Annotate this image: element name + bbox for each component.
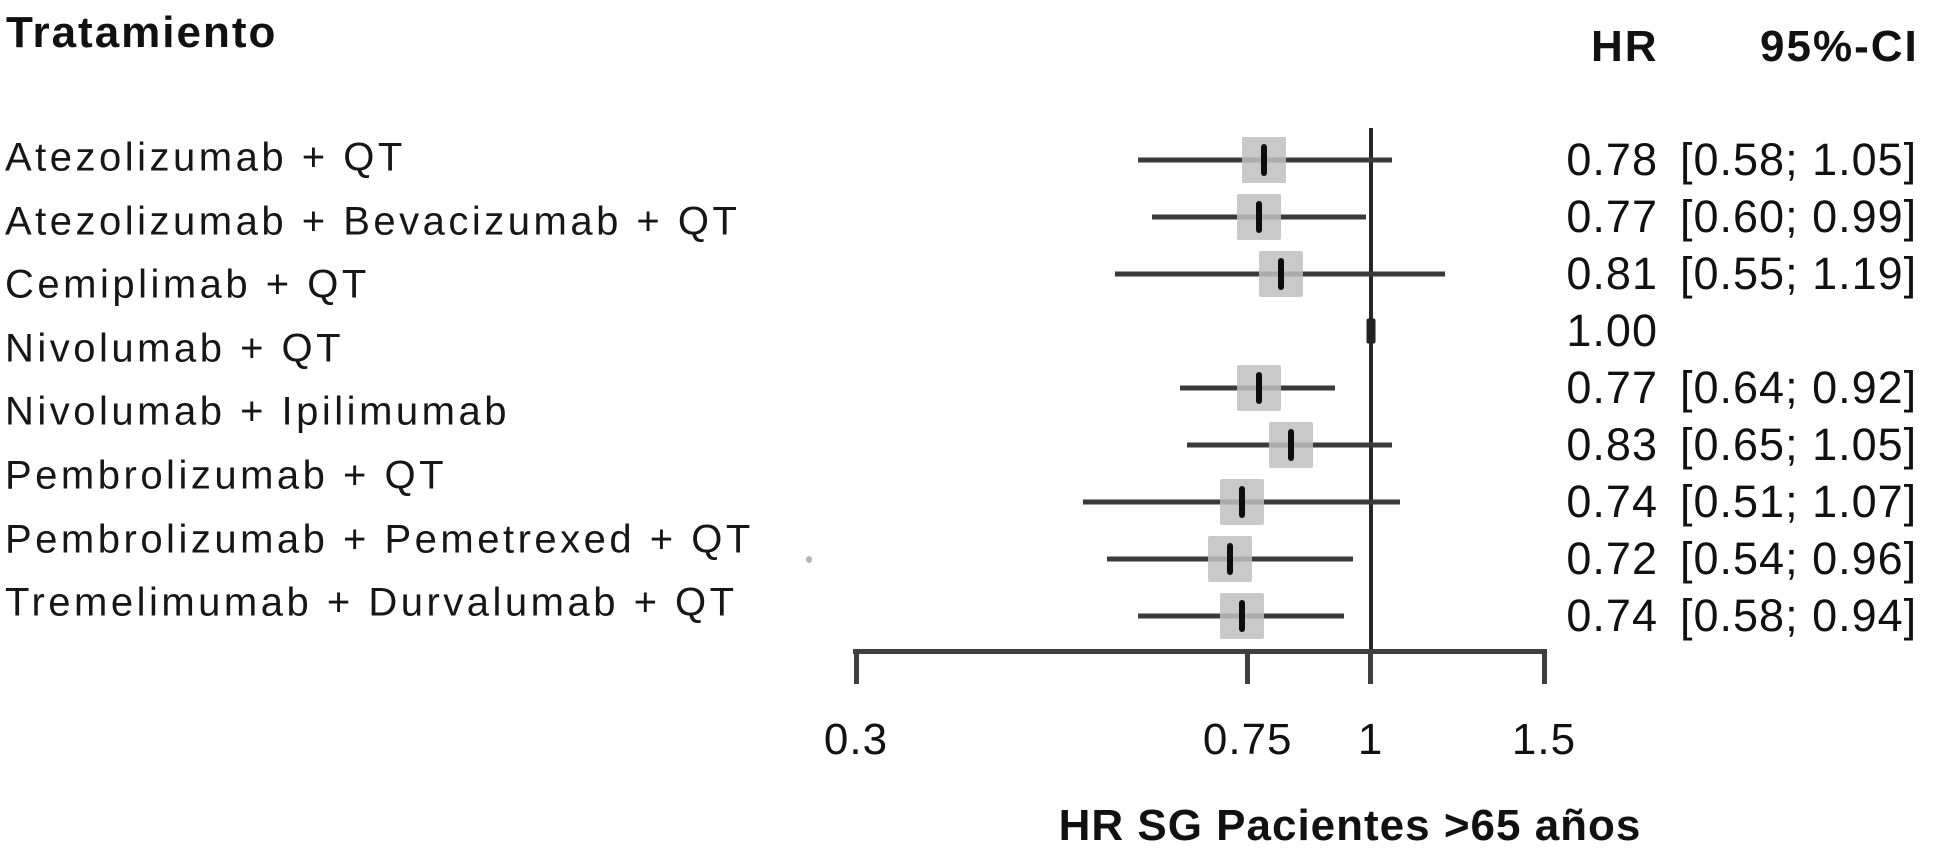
x-axis-tick bbox=[1368, 651, 1374, 684]
x-axis-tick-label: 0.75 bbox=[1202, 715, 1293, 764]
treatment-label: Nivolumab + QT bbox=[5, 326, 345, 371]
treatment-label: Nivolumab + Ipilimumab bbox=[5, 389, 510, 434]
ci-value: [0.55; 1.19] bbox=[1680, 248, 1918, 299]
point-estimate-tick bbox=[1255, 372, 1262, 404]
treatment-label: Tremelimumab + Durvalumab + QT bbox=[5, 580, 738, 625]
ci-value: [0.51; 1.07] bbox=[1680, 476, 1918, 527]
ci-value: [0.54; 0.96] bbox=[1680, 533, 1918, 584]
treatment-label: Atezolizumab + Bevacizumab + QT bbox=[5, 199, 741, 244]
x-axis-title: HR SG Pacientes >65 años bbox=[1058, 801, 1642, 850]
x-axis-tick-label: 1.5 bbox=[1511, 715, 1577, 764]
point-estimate-tick bbox=[1238, 486, 1245, 518]
point-estimate-tick bbox=[1255, 201, 1262, 233]
hr-value: 0.74 bbox=[1566, 590, 1658, 641]
hr-value: 0.78 bbox=[1566, 134, 1658, 185]
x-axis-line bbox=[853, 649, 1547, 654]
point-estimate-tick bbox=[1227, 543, 1234, 575]
treatment-label: Cemiplimab + QT bbox=[5, 262, 370, 307]
hr-value: 0.77 bbox=[1566, 362, 1658, 413]
reference-line bbox=[1368, 128, 1373, 651]
hr-value: 0.77 bbox=[1566, 191, 1658, 242]
reference-point-tick bbox=[1366, 318, 1376, 344]
x-axis-tick-label: 0.3 bbox=[823, 715, 889, 764]
point-estimate-tick bbox=[1288, 429, 1295, 461]
hr-value: 0.72 bbox=[1566, 533, 1658, 584]
x-axis-tick bbox=[853, 651, 859, 684]
treatment-label: Pembrolizumab + Pemetrexed + QT bbox=[5, 517, 754, 562]
point-estimate-tick bbox=[1277, 258, 1284, 290]
treatment-label: Pembrolizumab + QT bbox=[5, 453, 448, 498]
hr-value: 0.81 bbox=[1566, 248, 1658, 299]
ci-value: [0.60; 0.99] bbox=[1680, 191, 1918, 242]
treatment-label: Atezolizumab + QT bbox=[5, 135, 406, 180]
hr-value: 0.83 bbox=[1566, 419, 1658, 470]
hr-column-header: HR bbox=[1591, 22, 1659, 71]
ci-value: [0.58; 1.05] bbox=[1680, 134, 1918, 185]
point-estimate-tick bbox=[1261, 144, 1268, 176]
ci-value: [0.58; 0.94] bbox=[1680, 590, 1918, 641]
ci-value: [0.65; 1.05] bbox=[1680, 419, 1918, 470]
ci-column-header: 95%-CI bbox=[1760, 22, 1919, 71]
point-estimate-tick bbox=[1238, 600, 1245, 632]
treatment-column-header: Tratamiento bbox=[6, 8, 278, 57]
x-axis-tick bbox=[1541, 651, 1547, 684]
ci-value: [0.64; 0.92] bbox=[1680, 362, 1918, 413]
stray-dot-artifact bbox=[806, 556, 812, 563]
hr-value: 1.00 bbox=[1566, 305, 1658, 356]
hr-value: 0.74 bbox=[1566, 476, 1658, 527]
x-axis-tick bbox=[1245, 651, 1251, 684]
x-axis-tick-label: 1 bbox=[1357, 715, 1384, 764]
